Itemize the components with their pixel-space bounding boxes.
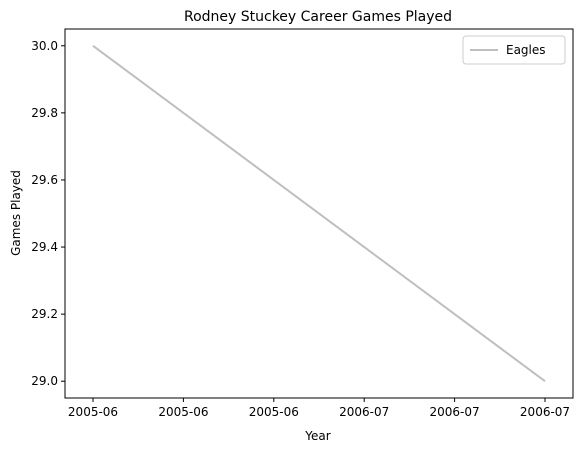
y-tick-label: 30.0 — [31, 39, 58, 53]
series-line-eagles — [92, 44, 546, 383]
legend: Eagles — [462, 35, 566, 65]
x-tick-label: 2006-07 — [520, 405, 570, 419]
y-axis-label: Games Played — [9, 170, 23, 256]
chart-title: Rodney Stuckey Career Games Played — [184, 9, 452, 25]
x-axis-label: Year — [304, 429, 330, 443]
x-tick-label: 2006-07 — [430, 405, 480, 419]
y-tick-label: 29.2 — [31, 307, 58, 321]
legend-box — [462, 35, 566, 65]
x-tick-label: 2006-07 — [339, 405, 389, 419]
x-tick-label: 2005-06 — [249, 405, 299, 419]
x-tick-label: 2005-06 — [158, 405, 208, 419]
y-tick-label: 29.8 — [31, 106, 58, 120]
x-axis: 2005-06 2005-06 2005-06 2006-07 2006-07 2006-… — [68, 398, 570, 419]
y-tick-label: 29.4 — [31, 240, 58, 254]
legend-label-eagles: Eagles — [506, 43, 546, 57]
series-layer — [92, 44, 546, 383]
y-axis: 29.0 29.2 29.4 29.6 29.8 30.0 — [31, 39, 65, 388]
y-tick-label: 29.0 — [31, 374, 58, 388]
x-tick-label: 2005-06 — [68, 405, 118, 419]
y-tick-label: 29.6 — [31, 173, 58, 187]
